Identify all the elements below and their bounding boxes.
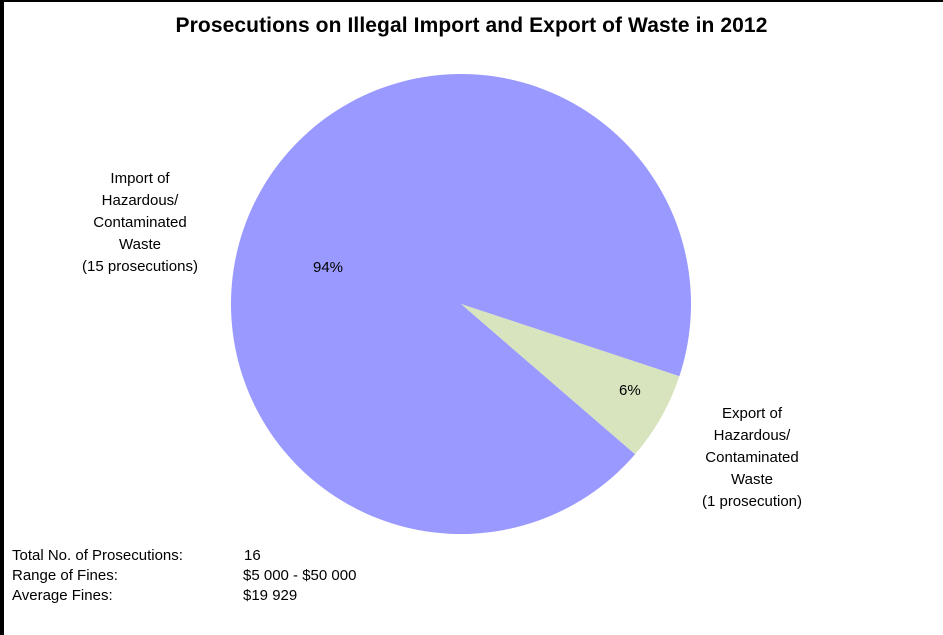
stat-average: Average Fines: $19 929 — [12, 586, 356, 606]
slice-export-label: Export of Hazardous/ Contaminated Waste … — [672, 403, 832, 513]
frame-border-top — [0, 0, 943, 2]
slice-export-percent: 6% — [619, 382, 641, 399]
label-line: Hazardous/ — [713, 427, 791, 444]
stat-range-value: $5 000 - $50 000 — [243, 567, 357, 584]
slice-import — [231, 73, 691, 534]
stat-range-label: Range of Fines: — [12, 567, 118, 584]
stat-average-label: Average Fines: — [12, 587, 113, 604]
stat-total-label: Total No. of Prosecutions: — [12, 547, 183, 564]
label-line: Hazardous/ — [101, 192, 179, 209]
stat-total: Total No. of Prosecutions: 16 — [12, 546, 356, 566]
label-line: (15 prosecutions) — [82, 258, 198, 275]
frame-border-left — [0, 0, 4, 635]
summary-stats: Total No. of Prosecutions: 16 Range of F… — [12, 546, 356, 606]
stat-range: Range of Fines: $5 000 - $50 000 — [12, 566, 356, 586]
label-line: Waste — [731, 471, 773, 488]
chart-title: Prosecutions on Illegal Import and Expor… — [175, 14, 768, 37]
stat-average-value: $19 929 — [243, 587, 298, 604]
slice-import-label: Import of Hazardous/ Contaminated Waste … — [50, 168, 230, 278]
stat-total-value: 16 — [244, 547, 261, 564]
label-line: Waste — [119, 236, 161, 253]
slice-import-percent: 94% — [313, 259, 344, 276]
label-line: (1 prosecution) — [701, 493, 803, 510]
label-line: Import of — [110, 170, 170, 187]
pie-slices — [231, 73, 691, 534]
label-line: Export of — [721, 405, 783, 422]
slice-export — [461, 304, 680, 455]
label-line: Contaminated — [93, 214, 187, 231]
label-line: Contaminated — [705, 449, 799, 466]
